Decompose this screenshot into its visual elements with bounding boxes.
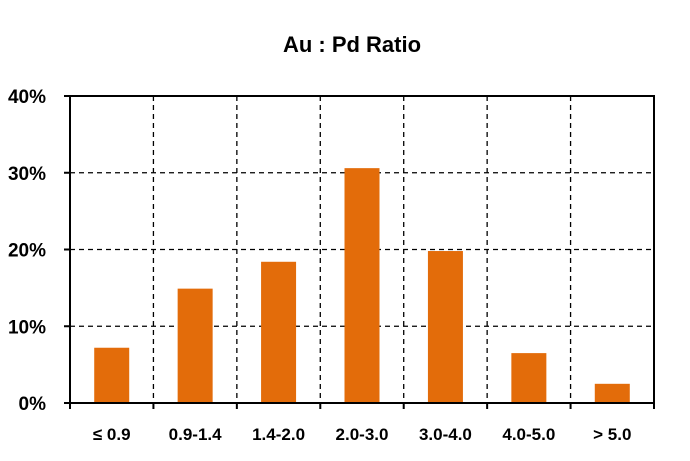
x-tick-label: > 5.0	[593, 425, 631, 444]
bar	[177, 288, 213, 403]
y-tick-label: 30%	[8, 164, 46, 185]
x-tick-label: 4.0-5.0	[502, 425, 555, 444]
y-tick-label: 20%	[8, 241, 46, 262]
x-axis-tick-labels: ≤ 0.9 0.9-1.4 1.4-2.0 2.0-3.0 3.0-4.0 4.0-5.0…	[93, 425, 632, 444]
y-axis-tick-labels: 0% 10% 20% 30% 40%	[8, 87, 46, 415]
x-tick-label: 0.9-1.4	[169, 425, 222, 444]
bar	[344, 168, 380, 403]
y-tick-label: 0%	[19, 394, 47, 415]
bar	[261, 261, 297, 403]
y-tick-label: 40%	[8, 87, 46, 108]
axes	[64, 95, 655, 409]
y-tick-label: 10%	[8, 317, 46, 338]
chart-title: Au : Pd Ratio	[283, 32, 421, 57]
bar	[511, 353, 547, 403]
x-tick-label: 3.0-4.0	[419, 425, 472, 444]
bars	[94, 168, 630, 403]
x-tick-label: 1.4-2.0	[252, 425, 305, 444]
x-tick-label: ≤ 0.9	[93, 425, 131, 444]
bar	[594, 383, 630, 403]
bar	[94, 347, 130, 403]
bar	[427, 251, 463, 403]
x-tick-label: 2.0-3.0	[336, 425, 389, 444]
